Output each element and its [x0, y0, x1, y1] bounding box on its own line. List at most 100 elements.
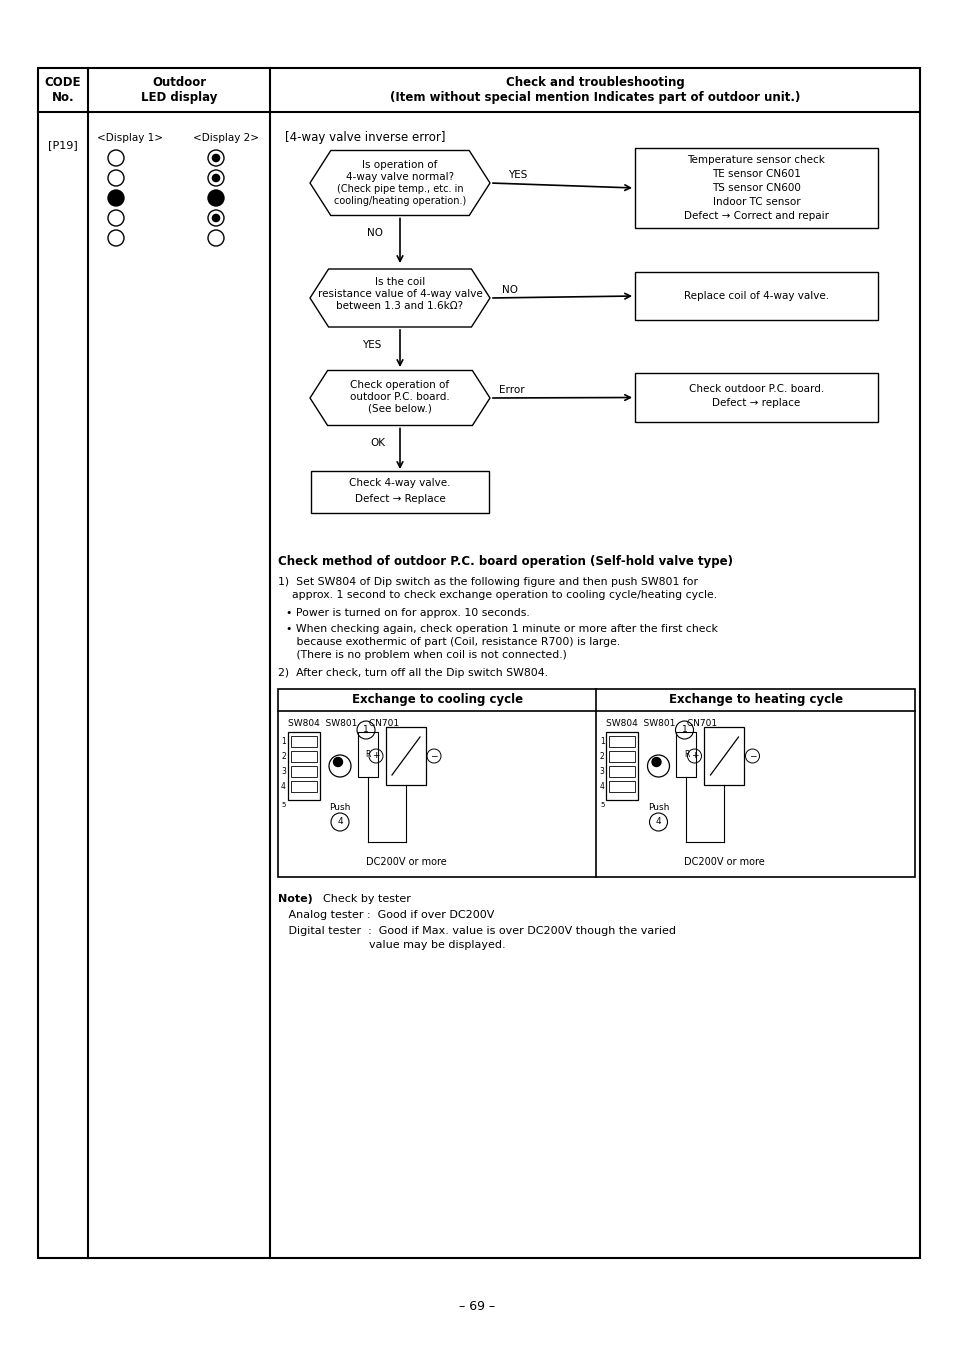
Text: 1: 1 — [281, 737, 286, 747]
Text: TS sensor CN600: TS sensor CN600 — [711, 183, 801, 193]
Bar — [609, 736, 635, 747]
Text: Is the coil: Is the coil — [375, 276, 425, 287]
Bar — [277, 689, 914, 878]
Text: • When checking again, check operation 1 minute or more after the first check: • When checking again, check operation 1… — [286, 624, 717, 634]
Text: • Power is turned on for approx. 10 seconds.: • Power is turned on for approx. 10 seco… — [286, 608, 529, 617]
Text: YES: YES — [508, 170, 527, 181]
Text: Push: Push — [329, 803, 351, 813]
Polygon shape — [310, 270, 490, 328]
Text: Defect → Correct and repair: Defect → Correct and repair — [683, 212, 828, 221]
Text: Exchange to cooling cycle: Exchange to cooling cycle — [352, 693, 522, 706]
Text: 4: 4 — [336, 817, 342, 826]
Text: Is operation of: Is operation of — [362, 160, 437, 170]
Text: +: + — [690, 751, 698, 760]
Bar — [311, 470, 489, 514]
Text: [P19]: [P19] — [48, 140, 78, 150]
Text: value may be displayed.: value may be displayed. — [277, 940, 505, 950]
Text: OK: OK — [370, 438, 385, 449]
Text: DC200V or more: DC200V or more — [683, 857, 764, 867]
Text: Defect → Replace: Defect → Replace — [355, 493, 445, 504]
Text: – 69 –: – 69 – — [458, 1299, 495, 1313]
Text: Digital tester  :  Good if Max. value is over DC200V though the varied: Digital tester : Good if Max. value is o… — [277, 926, 676, 936]
Text: 5: 5 — [599, 802, 604, 807]
Bar — [291, 780, 316, 793]
Polygon shape — [310, 151, 490, 216]
Text: because exothermic of part (Coil, resistance R700) is large.: because exothermic of part (Coil, resist… — [286, 638, 619, 647]
Text: NO: NO — [367, 229, 382, 239]
Bar — [635, 373, 877, 422]
Text: Push: Push — [647, 803, 668, 813]
Text: Check outdoor P.C. board.: Check outdoor P.C. board. — [688, 384, 823, 395]
Text: 1: 1 — [680, 725, 687, 735]
Text: (Check pipe temp., etc. in: (Check pipe temp., etc. in — [336, 183, 463, 194]
Circle shape — [108, 190, 124, 206]
Bar — [676, 732, 696, 776]
Bar — [609, 751, 635, 762]
Text: Analog tester :  Good if over DC200V: Analog tester : Good if over DC200V — [277, 910, 494, 919]
Text: YES: YES — [362, 340, 381, 350]
Text: 4: 4 — [655, 817, 660, 826]
Text: Defect → replace: Defect → replace — [712, 399, 800, 408]
Bar — [386, 727, 426, 785]
Text: 4-way valve normal?: 4-way valve normal? — [346, 173, 454, 182]
Bar — [291, 751, 316, 762]
Bar — [291, 736, 316, 747]
Text: resistance value of 4-way valve: resistance value of 4-way valve — [317, 288, 482, 299]
Text: Exchange to heating cycle: Exchange to heating cycle — [668, 693, 841, 706]
Circle shape — [213, 155, 219, 162]
Text: Replace coil of 4-way valve.: Replace coil of 4-way valve. — [683, 291, 828, 301]
Bar — [288, 732, 319, 799]
Text: 1)  Set SW804 of Dip switch as the following figure and then push SW801 for: 1) Set SW804 of Dip switch as the follow… — [277, 577, 698, 586]
Text: Outdoor
LED display: Outdoor LED display — [141, 75, 217, 104]
Text: −: − — [430, 751, 437, 760]
Text: Check method of outdoor P.C. board operation (Self-hold valve type): Check method of outdoor P.C. board opera… — [277, 555, 732, 569]
Circle shape — [213, 214, 219, 221]
Text: 2: 2 — [599, 752, 604, 762]
Text: approx. 1 second to check exchange operation to cooling cycle/heating cycle.: approx. 1 second to check exchange opera… — [277, 590, 717, 600]
Text: R: R — [683, 749, 688, 759]
Bar — [38, 67, 919, 1258]
Text: −: − — [748, 751, 756, 760]
Text: SW804  SW801    CN701: SW804 SW801 CN701 — [288, 720, 398, 728]
Text: 3: 3 — [281, 767, 286, 776]
Text: Check operation of: Check operation of — [350, 380, 449, 390]
Text: between 1.3 and 1.6kΩ?: between 1.3 and 1.6kΩ? — [336, 301, 463, 311]
Text: 1: 1 — [363, 725, 369, 735]
Text: 2)  After check, turn off all the Dip switch SW804.: 2) After check, turn off all the Dip swi… — [277, 669, 547, 678]
Bar — [635, 272, 877, 319]
Text: CODE
No.: CODE No. — [45, 75, 81, 104]
Bar — [606, 732, 638, 799]
Circle shape — [651, 758, 660, 767]
Text: 2: 2 — [281, 752, 286, 762]
Bar — [609, 766, 635, 776]
Text: Indoor TC sensor: Indoor TC sensor — [712, 197, 800, 208]
Text: R: R — [365, 749, 371, 759]
Text: cooling/heating operation.): cooling/heating operation.) — [334, 195, 466, 206]
Bar — [609, 780, 635, 793]
Text: (There is no problem when coil is not connected.): (There is no problem when coil is not co… — [286, 650, 566, 661]
Bar — [635, 148, 877, 228]
Text: Check 4-way valve.: Check 4-way valve. — [349, 479, 450, 488]
Circle shape — [208, 190, 224, 206]
Polygon shape — [310, 371, 490, 426]
Circle shape — [334, 758, 342, 767]
Text: Error: Error — [498, 386, 524, 395]
Bar — [357, 732, 377, 776]
Circle shape — [213, 174, 219, 182]
Text: 4: 4 — [599, 782, 604, 791]
Text: outdoor P.C. board.: outdoor P.C. board. — [350, 392, 450, 402]
Text: SW804  SW801    CN701: SW804 SW801 CN701 — [606, 720, 717, 728]
Text: TE sensor CN601: TE sensor CN601 — [711, 168, 801, 179]
Text: Note): Note) — [277, 894, 313, 905]
Text: NO: NO — [501, 284, 517, 295]
Bar — [703, 727, 743, 785]
Text: (See below.): (See below.) — [368, 404, 432, 414]
Text: 3: 3 — [599, 767, 604, 776]
Text: <Display 2>: <Display 2> — [193, 133, 258, 143]
Text: DC200V or more: DC200V or more — [365, 857, 446, 867]
Text: 4: 4 — [281, 782, 286, 791]
Text: +: + — [372, 751, 379, 760]
Text: <Display 1>: <Display 1> — [97, 133, 163, 143]
Text: Check by tester: Check by tester — [315, 894, 411, 905]
Text: 5: 5 — [281, 802, 286, 807]
